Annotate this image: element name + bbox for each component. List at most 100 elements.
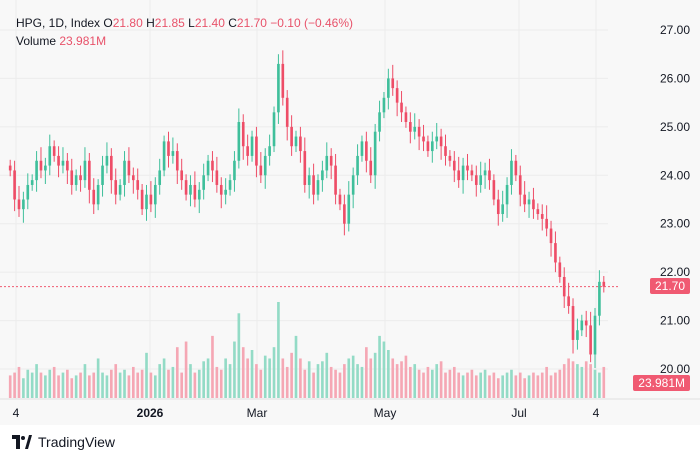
candle-body	[180, 170, 184, 181]
candle-body	[259, 165, 263, 176]
candle-body	[540, 214, 544, 219]
volume-bar	[171, 366, 175, 398]
volume-bar	[241, 347, 245, 398]
candle-body	[299, 136, 302, 152]
candle-body	[501, 204, 504, 215]
volume-bar	[347, 358, 351, 398]
candle-body	[39, 160, 43, 171]
volume-bar	[167, 369, 170, 398]
candle-body	[448, 155, 452, 161]
volume-bar	[272, 347, 276, 398]
candle-body	[70, 170, 74, 185]
volume-bar	[532, 372, 535, 398]
candle-body	[347, 194, 351, 224]
candle-body	[110, 155, 113, 181]
volume-bar	[299, 358, 302, 398]
volume-bar	[57, 375, 60, 398]
volume-bar	[13, 372, 16, 398]
volume-bar	[215, 366, 219, 398]
volume-bar	[501, 375, 504, 398]
volume-bar	[26, 369, 30, 398]
candle-body	[74, 175, 78, 185]
candle-body	[193, 184, 197, 200]
volume-bar	[92, 372, 96, 398]
candle-body	[593, 315, 597, 355]
volume-bar	[83, 364, 87, 398]
candle-body	[272, 112, 276, 147]
volume-bar	[277, 302, 280, 398]
candle-body	[237, 122, 241, 161]
volume-value: 23.981M	[59, 34, 107, 48]
volume-label: Volume	[16, 34, 57, 48]
close-label: C	[228, 16, 237, 30]
candle-body	[496, 199, 500, 215]
candle-body	[17, 199, 21, 210]
candle-body	[8, 165, 12, 171]
volume-bar	[329, 366, 333, 398]
volume-bar	[457, 372, 461, 398]
volume-bar	[149, 372, 153, 398]
candle-body	[391, 78, 395, 89]
volume-tag: 23.981M	[633, 375, 690, 391]
candle-body	[189, 184, 192, 195]
candle-body	[145, 194, 148, 210]
candle-body	[303, 151, 307, 185]
candle-body	[430, 141, 434, 152]
ohlc-legend: HPG, 1D, Index O21.80 H21.85 L21.40 C21.…	[16, 16, 353, 30]
volume-bar	[162, 358, 166, 398]
candle-body	[202, 175, 205, 190]
candle-body	[136, 180, 140, 190]
volume-bar	[417, 369, 421, 398]
candle-body	[153, 184, 157, 205]
candle-body	[584, 320, 588, 326]
volume-bar	[413, 364, 417, 398]
candle-body	[365, 141, 368, 161]
candlestick-chart[interactable]: 27.00 26.00 25.00 24.00 23.00 22.00 21.00 20.00…	[0, 0, 700, 425]
x-tick-label: Jul	[511, 406, 526, 420]
candle-body	[461, 165, 465, 181]
volume-bar	[158, 364, 162, 398]
volume-bar	[224, 358, 227, 398]
candle-body	[400, 102, 403, 113]
volume-bar	[404, 355, 408, 398]
volume-bar	[545, 366, 548, 398]
candle-body	[255, 136, 258, 166]
low-label: L	[188, 16, 195, 30]
volume-bar	[140, 369, 144, 398]
candle-body	[470, 170, 474, 176]
volume-bar	[514, 375, 518, 398]
candle-body	[571, 306, 575, 340]
candle-body	[382, 97, 386, 113]
volume-bar	[387, 350, 390, 398]
candle-body	[602, 281, 606, 287]
branding[interactable]: TradingView	[12, 432, 115, 452]
candle-body	[598, 281, 601, 316]
candle-body	[224, 189, 227, 195]
volume-bar	[101, 372, 104, 398]
candle-body	[312, 175, 315, 195]
candle-body	[351, 175, 355, 195]
volume-bar	[479, 372, 483, 398]
candle-body	[404, 112, 408, 123]
candle-body	[545, 218, 548, 229]
volume-bar	[589, 364, 592, 398]
last-price-tag: 21.70	[649, 278, 690, 294]
candle-body	[343, 204, 346, 224]
y-tick-label: 24.00	[660, 168, 690, 182]
candle-body	[35, 160, 38, 181]
candle-body	[514, 160, 518, 176]
tradingview-logo-icon	[12, 435, 32, 449]
candle-body	[409, 122, 412, 132]
volume-bar	[558, 369, 562, 398]
volume-bar	[74, 375, 78, 398]
volume-bar	[422, 372, 425, 398]
volume-bar	[118, 372, 122, 398]
volume-bar	[540, 372, 544, 398]
y-tick-label: 20.00	[660, 362, 690, 376]
volume-bar	[325, 352, 329, 398]
volume-bar	[307, 361, 311, 398]
candle-body	[140, 189, 144, 210]
volume-bar	[576, 364, 579, 398]
candle-body	[474, 175, 478, 185]
y-tick-label: 26.00	[660, 71, 690, 85]
